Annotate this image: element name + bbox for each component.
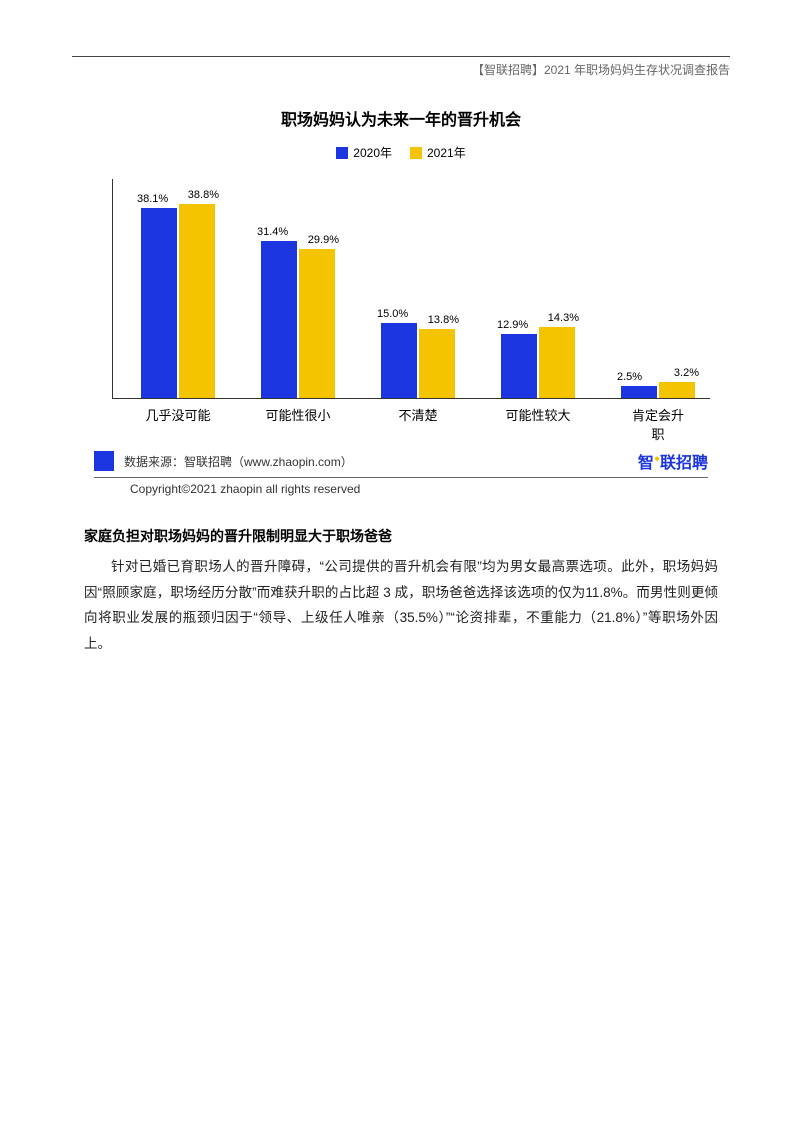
bar xyxy=(659,382,695,398)
bar xyxy=(141,208,177,399)
bar xyxy=(621,386,657,399)
bar-value-label: 38.8% xyxy=(188,189,219,201)
bar-group: 12.9%14.3% xyxy=(501,327,575,399)
legend-item-2020: 2020年 xyxy=(336,144,392,161)
legend-swatch-2021 xyxy=(410,147,422,159)
brand-rest: 联招聘 xyxy=(660,455,708,472)
bar xyxy=(179,204,215,398)
legend-label-2021: 2021年 xyxy=(427,144,466,161)
bar-wrap: 2.5% xyxy=(621,386,657,399)
bar-value-label: 38.1% xyxy=(137,193,168,205)
bar-value-label: 29.9% xyxy=(308,234,339,246)
bar-wrap: 15.0% xyxy=(381,323,417,398)
bar-group: 38.1%38.8% xyxy=(141,204,215,398)
header-text: 【智联招聘】2021 年职场妈妈生存状况调查报告 xyxy=(72,61,730,78)
bar-value-label: 12.9% xyxy=(497,319,528,331)
bar-group: 31.4%29.9% xyxy=(261,241,335,398)
x-axis-label: 不清楚 xyxy=(398,405,437,424)
bar-value-label: 2.5% xyxy=(617,371,642,383)
bar xyxy=(539,327,575,399)
section-heading: 家庭负担对职场妈妈的晋升限制明显大于职场爸爸 xyxy=(84,526,718,546)
bar-value-label: 15.0% xyxy=(377,308,408,320)
copyright-text: Copyright©2021 zhaopin all rights reserv… xyxy=(130,482,720,496)
chart-legend: 2020年 2021年 xyxy=(82,144,720,161)
brand-logo: 智●联招聘 xyxy=(638,449,708,473)
source-left: 数据来源：智联招聘（www.zhaopin.com） xyxy=(94,451,353,471)
bar xyxy=(501,334,537,399)
bar xyxy=(261,241,297,398)
bar-value-label: 31.4% xyxy=(257,226,288,238)
chart: 职场妈妈认为未来一年的晋升机会 2020年 2021年 38.1%38.8%31… xyxy=(82,106,720,496)
bar-wrap: 38.1% xyxy=(141,208,177,399)
source-square-icon xyxy=(94,451,114,471)
legend-item-2021: 2021年 xyxy=(410,144,466,161)
bar xyxy=(419,329,455,398)
bar-wrap: 3.2% xyxy=(659,382,695,398)
bar xyxy=(299,249,335,399)
section-paragraph: 针对已婚已育职场人的晋升障碍，“公司提供的晋升机会有限”均为男女最高票选项。此外… xyxy=(84,554,718,657)
bar-value-label: 3.2% xyxy=(674,367,699,379)
chart-title: 职场妈妈认为未来一年的晋升机会 xyxy=(82,106,720,130)
bar-wrap: 29.9% xyxy=(299,249,335,399)
x-axis-label: 肯定会升职 xyxy=(632,405,684,443)
header-rule xyxy=(72,56,730,57)
bar-wrap: 38.8% xyxy=(179,204,215,398)
bar-wrap: 13.8% xyxy=(419,329,455,398)
source-row: 数据来源：智联招聘（www.zhaopin.com） 智●联招聘 xyxy=(94,449,708,473)
bar xyxy=(381,323,417,398)
bar-group: 15.0%13.8% xyxy=(381,323,455,398)
legend-label-2020: 2020年 xyxy=(353,144,392,161)
source-text: 数据来源：智联招聘（www.zhaopin.com） xyxy=(124,453,353,470)
bar-wrap: 31.4% xyxy=(261,241,297,398)
bar-group: 2.5%3.2% xyxy=(621,382,695,398)
x-axis-label: 几乎没可能 xyxy=(145,405,210,424)
bar-wrap: 12.9% xyxy=(501,334,537,399)
brand-zhi: 智 xyxy=(638,455,654,472)
chart-x-axis: 几乎没可能可能性很小不清楚可能性较大肯定会升职 xyxy=(112,405,710,425)
legend-swatch-2020 xyxy=(336,147,348,159)
chart-plot-area: 38.1%38.8%31.4%29.9%15.0%13.8%12.9%14.3%… xyxy=(112,179,710,399)
x-axis-label: 可能性较大 xyxy=(505,405,570,424)
bar-value-label: 14.3% xyxy=(548,312,579,324)
bar-wrap: 14.3% xyxy=(539,327,575,399)
x-axis-label: 可能性很小 xyxy=(265,405,330,424)
divider-rule xyxy=(94,477,708,478)
bar-value-label: 13.8% xyxy=(428,314,459,326)
